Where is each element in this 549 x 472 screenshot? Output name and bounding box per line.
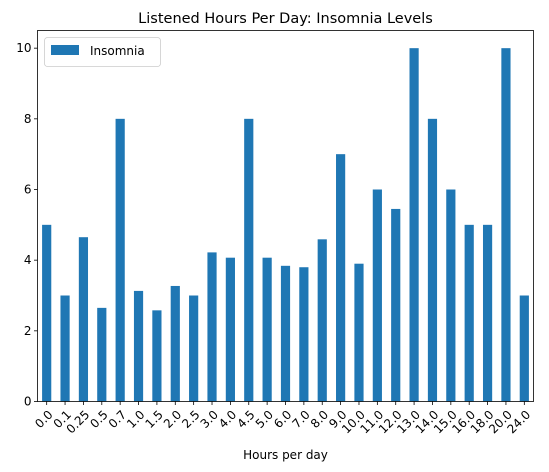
bar-4.0: [225, 257, 235, 402]
y-tick-label: 8: [24, 112, 32, 126]
bar-0.5: [97, 307, 107, 402]
x-axis-label: Hours per day: [243, 448, 328, 462]
bar-13.0: [409, 48, 419, 402]
y-tick-label: 0: [24, 395, 32, 409]
bar-1.0: [133, 290, 144, 402]
bar-5.0: [262, 257, 272, 402]
bar-11.0: [372, 189, 382, 402]
plot-frame: [37, 30, 534, 402]
bar-10.0: [354, 263, 364, 402]
x-axis: 0.00.10.250.50.71.01.52.02.53.04.04.55.0…: [32, 401, 533, 436]
legend-box: [44, 37, 161, 67]
bar-15.0: [446, 189, 456, 402]
y-tick-label: 10: [16, 41, 31, 55]
bar-1.5: [152, 310, 162, 402]
legend: Insomnia: [44, 37, 161, 67]
bar-9.0: [336, 154, 346, 402]
legend-label-insomnia: Insomnia: [90, 44, 145, 58]
bar-0.25: [78, 237, 89, 402]
bar-2.5: [189, 295, 199, 402]
bar-2.0: [170, 285, 180, 402]
bar-0.7: [115, 118, 125, 402]
bar-18.0: [482, 224, 493, 402]
bar-8.0: [317, 239, 327, 402]
y-tick-label: 6: [24, 183, 32, 197]
chart-title: Listened Hours Per Day: Insomnia Levels: [138, 11, 433, 27]
legend-swatch: [51, 45, 79, 55]
bar-16.0: [464, 224, 474, 402]
bar-24.0: [519, 295, 529, 402]
y-tick-label: 2: [24, 324, 32, 338]
bar-7.0: [299, 267, 309, 402]
y-axis: 0 2 4 6 8 10: [16, 41, 38, 409]
bar-6.0: [280, 265, 291, 402]
bar-20.0: [501, 48, 511, 402]
bar-12.0: [391, 208, 401, 402]
y-tick-label: 4: [24, 253, 32, 267]
bar-14.0: [427, 118, 438, 402]
bar-group: [42, 48, 529, 402]
bar-0.1: [60, 295, 70, 402]
bar-4.5: [244, 118, 254, 402]
bar-3.0: [207, 252, 217, 402]
bar-0.0: [42, 224, 52, 402]
